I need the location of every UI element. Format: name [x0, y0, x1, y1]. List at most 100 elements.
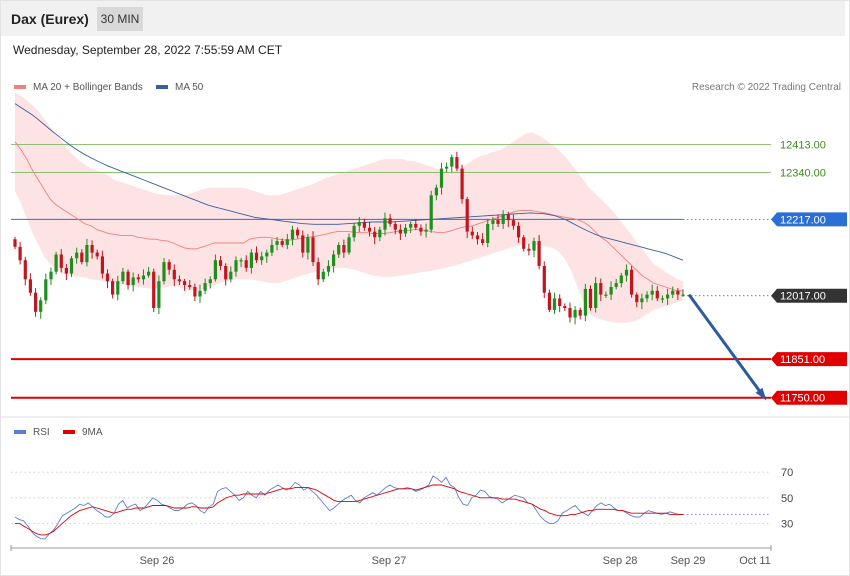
candle-body	[34, 292, 38, 312]
candle-body	[409, 223, 413, 228]
candle-body	[260, 256, 264, 261]
candle-body	[13, 239, 17, 247]
candle-body	[511, 220, 515, 226]
candle-body	[157, 281, 161, 308]
candle-body	[650, 290, 654, 295]
level-tag	[771, 390, 847, 405]
candle-body	[90, 245, 94, 253]
candle-body	[218, 260, 223, 266]
candle-body	[588, 288, 593, 308]
candle-body	[254, 252, 259, 261]
candle-body	[393, 223, 397, 230]
level-tag	[771, 352, 847, 367]
candle-body	[95, 252, 99, 257]
candle-body	[352, 225, 356, 238]
candle-body	[208, 279, 212, 284]
level-label: 11750.00	[780, 393, 825, 405]
candle-body	[147, 271, 151, 276]
candle-body	[527, 248, 531, 251]
candle-body	[475, 235, 480, 240]
candle-body	[18, 246, 22, 261]
candle-body	[383, 218, 387, 230]
candle-body	[337, 245, 341, 255]
ma20-line	[14, 141, 683, 292]
candle-body	[604, 294, 608, 296]
candle-body	[537, 241, 541, 266]
candle-body	[558, 298, 562, 306]
candle-body	[183, 281, 187, 285]
candle-body	[193, 287, 197, 297]
x-tick-label: Oct 11	[739, 555, 771, 567]
candle-body	[522, 237, 526, 249]
candle-body	[198, 290, 202, 297]
candle-body	[676, 290, 680, 295]
candle-body	[583, 288, 587, 316]
candle-body	[681, 294, 685, 296]
candle-body	[368, 227, 372, 232]
candle-body	[188, 285, 192, 287]
candle-body	[517, 225, 521, 238]
candle-body	[49, 271, 53, 280]
candle-body	[239, 260, 243, 262]
instrument-title: Dax (Eurex)	[11, 11, 89, 27]
timeframe-button[interactable]: 30 MIN	[97, 7, 143, 31]
candle-body	[126, 271, 130, 286]
level-tag	[771, 288, 847, 303]
candle-body	[285, 239, 289, 245]
candle-body	[28, 279, 32, 293]
projection-arrow-head	[755, 387, 767, 401]
copyright-text: Research © 2022 Trading Central	[692, 82, 841, 93]
candle-body	[234, 260, 238, 272]
candle-body	[481, 239, 485, 243]
candle-body	[578, 309, 582, 316]
candle-body	[290, 229, 295, 240]
candle-body	[301, 235, 305, 253]
candle-body	[552, 298, 557, 310]
candle-body	[630, 269, 634, 295]
candle-body	[640, 298, 644, 303]
level-label: 11851.00	[780, 354, 825, 366]
candle-body	[224, 266, 228, 280]
candle-body	[491, 220, 495, 224]
level-label: 12340.00	[780, 167, 826, 179]
candle-body	[439, 168, 444, 188]
candle-body	[23, 260, 27, 280]
candle-body	[573, 309, 577, 318]
candle-body	[85, 245, 89, 263]
candle-body	[547, 292, 551, 310]
x-tick-label: Sep 27	[372, 555, 407, 567]
candle-body	[265, 252, 269, 257]
candle-body	[136, 277, 140, 280]
candle-body	[470, 231, 474, 236]
candle-body	[563, 306, 567, 308]
candle-body	[244, 260, 248, 268]
candle-body	[455, 157, 459, 169]
candle-body	[429, 195, 433, 230]
projection-arrow	[687, 293, 765, 397]
candle-body	[203, 283, 207, 291]
legend-swatch-ma20	[14, 85, 26, 89]
candle-body	[347, 237, 351, 253]
candle-body	[280, 241, 284, 245]
candle-body	[614, 283, 618, 287]
candle-body	[666, 294, 670, 299]
candle-body	[44, 279, 48, 301]
candle-body	[362, 222, 366, 228]
legend-label-9ma: 9MA	[82, 427, 103, 438]
candle-body	[501, 214, 505, 224]
candle-body	[54, 254, 58, 272]
candle-body	[419, 227, 423, 232]
header-bar: Dax (Eurex) 30 MIN	[1, 1, 845, 36]
candle-body	[306, 237, 310, 253]
candle-body	[460, 168, 464, 200]
candle-body	[167, 262, 171, 270]
candle-body	[378, 229, 382, 238]
x-tick-label: Sep 26	[140, 555, 175, 567]
level-label: 12413.00	[780, 140, 826, 152]
candle-body	[388, 218, 392, 224]
candle-body	[660, 298, 665, 300]
candle-body	[434, 187, 438, 196]
candle-body	[506, 214, 510, 221]
level-label: 12017.00	[780, 291, 826, 303]
